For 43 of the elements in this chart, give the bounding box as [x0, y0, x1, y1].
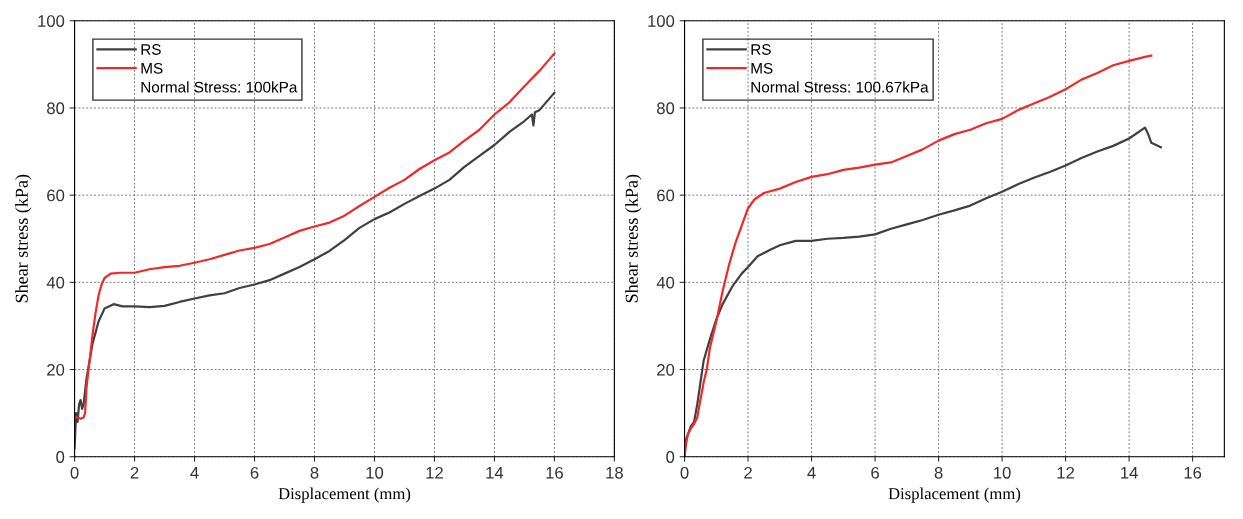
y-tick-label: 0: [666, 451, 675, 463]
x-tick-label: 6: [871, 466, 879, 479]
y-axis-title: Shear stress (kPa): [625, 174, 642, 303]
x-tick-label: 4: [807, 467, 816, 479]
y-tick-label: 100: [38, 15, 65, 27]
legend-label: MS: [751, 62, 773, 74]
legend-label: RS: [751, 44, 771, 55]
x-axis-title: Displacement (mm): [888, 487, 1021, 503]
x-tick-label: 18: [606, 466, 623, 479]
x-tick-label: 2: [744, 466, 752, 479]
y-tick-label: 80: [47, 102, 65, 115]
line-series: [74, 91, 556, 450]
y-tick-label: 80: [657, 102, 675, 115]
y-tick-label: 20: [47, 363, 65, 376]
x-tick-label: 4: [190, 467, 199, 479]
x-tick-label: 14: [1121, 467, 1138, 479]
legend-label: MS: [141, 62, 163, 74]
annotation: Normal Stress: 100kPa: [141, 81, 298, 93]
y-axis-title: Shear stress (kPa): [15, 174, 32, 303]
x-tick-label: 2: [130, 466, 139, 479]
x-tick-label: 12: [426, 466, 443, 479]
x-tick-label: 12: [1057, 466, 1075, 479]
x-tick-label: 8: [934, 466, 943, 479]
y-tick-label: 20: [657, 363, 675, 376]
annotation: Normal Stress: 100.67kPa: [751, 81, 929, 93]
y-tick-label: 60: [657, 189, 675, 202]
x-axis-title: Displacement (mm): [278, 487, 411, 503]
x-tick-label: 10: [994, 466, 1011, 479]
x-tick-label: 16: [546, 466, 563, 479]
y-tick-label: 40: [656, 276, 675, 289]
x-tick-label: 0: [70, 466, 79, 479]
line-series: [684, 54, 1153, 457]
x-tick-label: 16: [1184, 466, 1202, 479]
x-tick-label: 14: [486, 467, 504, 479]
y-tick-label: 60: [47, 189, 65, 202]
y-tick-label: 40: [46, 276, 65, 289]
x-tick-label: 0: [680, 466, 689, 479]
y-tick-label: 0: [56, 451, 65, 463]
x-tick-label: 8: [310, 466, 319, 479]
legend-label: RS: [141, 44, 161, 55]
x-tick-label: 10: [366, 466, 384, 479]
x-tick-label: 6: [250, 466, 259, 479]
y-tick-label: 100: [648, 15, 675, 27]
